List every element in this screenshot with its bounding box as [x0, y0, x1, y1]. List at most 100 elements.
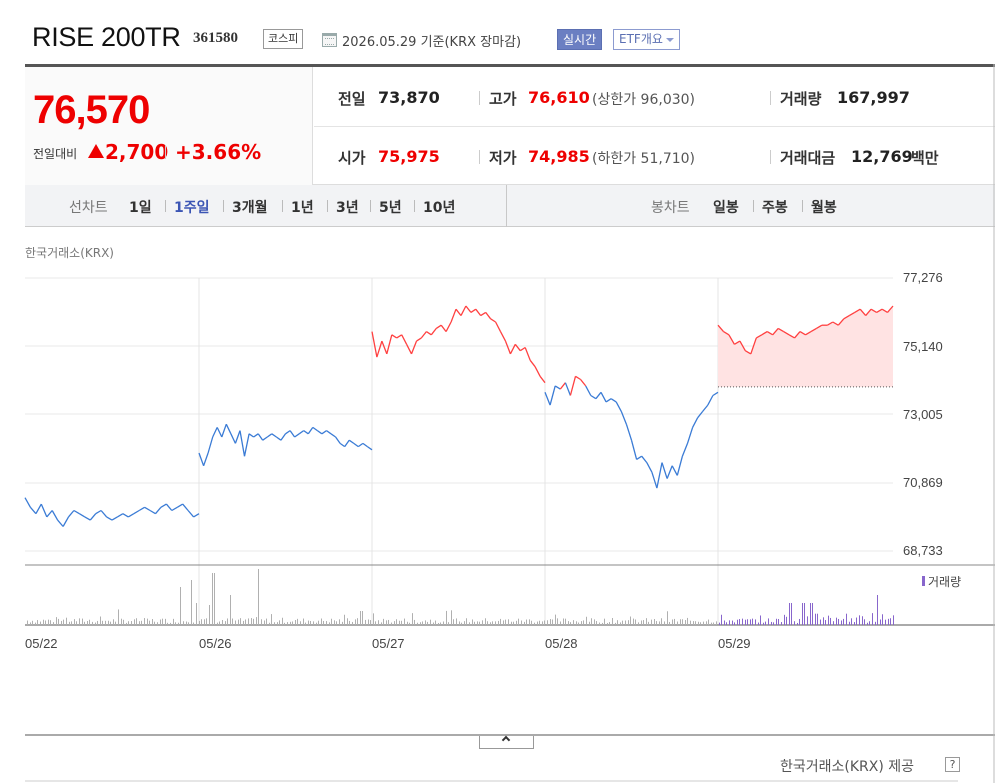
price-line-segment: [225, 423, 232, 435]
price-line-segment: [294, 433, 300, 438]
volume-bar: [100, 616, 101, 625]
price-line-segment: [590, 394, 597, 400]
quote-box: 76,570 전일대비 2,700 +3.66% 전일 73,870 고가 76…: [25, 64, 995, 185]
volume-bar: [253, 618, 254, 625]
volume-bar: [604, 618, 605, 625]
period-1w[interactable]: 1주일: [174, 200, 210, 216]
price-line-segment: [832, 321, 839, 326]
price-line-segment: [106, 516, 113, 521]
price-line-segment: [165, 503, 173, 511]
etf-overview-button[interactable]: ETF개요: [613, 29, 680, 50]
period-10y[interactable]: 10년: [423, 200, 456, 216]
price-line-segment: [805, 331, 812, 336]
candle-chart-label: 봉차트: [651, 200, 690, 216]
period-1y[interactable]: 1년: [291, 200, 314, 216]
volume-bar: [144, 618, 145, 625]
volume-bar: [362, 611, 363, 625]
volume-bar: [885, 619, 886, 625]
volume-bar: [516, 620, 517, 625]
volume-bar: [664, 621, 665, 625]
volume-bar: [687, 617, 688, 625]
volume-bar: [495, 621, 496, 625]
volume-bar: [492, 621, 493, 625]
volume-bar: [531, 620, 532, 625]
volume-bar: [201, 619, 202, 625]
price-line-segment: [549, 385, 556, 406]
price-line-segment: [799, 331, 806, 336]
price-line-segment: [285, 430, 291, 435]
volume-bar: [287, 622, 288, 625]
volume-bar: [888, 618, 889, 625]
candle-daily[interactable]: 일봉: [713, 200, 739, 216]
volume-bar: [524, 621, 525, 625]
volume-bar: [147, 618, 148, 625]
volume-bar: [869, 621, 870, 625]
volume-bar: [690, 620, 691, 625]
volume-bar: [165, 618, 166, 625]
price-line-segment: [248, 433, 254, 438]
price-line-segment: [406, 344, 413, 355]
page-header: RISE 200TR 361580 코스피 2026.05.29 기준(KRX …: [0, 0, 995, 64]
volume-bar: [295, 620, 296, 625]
volume-bar: [386, 620, 387, 625]
volume-bar: [373, 613, 374, 625]
volume-bar: [794, 621, 795, 625]
volume-bar: [765, 621, 766, 625]
period-3y[interactable]: 3년: [336, 200, 359, 216]
realtime-button[interactable]: 실시간: [557, 29, 603, 50]
price-line-segment: [490, 318, 496, 323]
volume-bar: [453, 619, 454, 625]
candle-weekly[interactable]: 주봉: [762, 200, 788, 216]
candle-monthly[interactable]: 월봉: [811, 200, 837, 216]
price-line-segment: [266, 433, 273, 438]
volume-bar: [625, 620, 626, 625]
volume-bar: [833, 621, 834, 625]
volume-bar: [724, 620, 725, 625]
volume-bar: [804, 603, 805, 625]
volume-bar: [552, 619, 553, 625]
divider: [223, 200, 224, 212]
price-line-segment: [470, 308, 477, 313]
price-line-segment: [534, 366, 541, 377]
volume-bar: [651, 619, 652, 625]
volume-bar: [565, 618, 566, 625]
period-3m[interactable]: 3개월: [232, 200, 268, 216]
volume-bar: [162, 618, 163, 625]
price-line-segment: [122, 513, 129, 518]
price-line-segment: [51, 510, 59, 521]
price-line-segment: [519, 346, 526, 352]
open-value: 75,975: [378, 147, 440, 166]
price-line-segment: [870, 308, 877, 313]
volume-bar: [446, 610, 447, 625]
volume-bar: [212, 573, 213, 625]
divider: [327, 200, 328, 212]
price-line-segment: [357, 442, 364, 448]
price-line-segment: [326, 430, 332, 435]
volume-bar: [677, 621, 678, 625]
period-5y[interactable]: 5년: [379, 200, 402, 216]
price-line-segment: [827, 321, 834, 326]
price-line-segment: [202, 452, 209, 467]
volume-bar: [401, 620, 402, 625]
volume-bar: [555, 614, 556, 625]
price-line-segment: [816, 324, 823, 329]
collapse-chart-button[interactable]: [479, 735, 534, 749]
volume-bar: [784, 614, 785, 625]
volume-bar: [191, 580, 192, 625]
period-1d[interactable]: 1일: [129, 200, 152, 216]
volume-bar: [248, 618, 249, 625]
volume-bar: [396, 619, 397, 625]
chart-source-label: 한국거래소(KRX): [25, 246, 114, 260]
volume-bar: [409, 622, 410, 625]
volume-bar: [347, 618, 348, 625]
price-line-segment: [656, 462, 663, 489]
help-icon[interactable]: ?: [945, 757, 960, 772]
volume-bar: [92, 621, 93, 625]
volume-bar: [786, 616, 787, 625]
price-line-segment: [73, 509, 80, 515]
volume-bar: [602, 622, 603, 625]
price-line-segment: [221, 423, 227, 438]
volume-bar: [763, 622, 764, 625]
volume-bar: [152, 619, 153, 625]
volume-bar: [188, 622, 189, 625]
